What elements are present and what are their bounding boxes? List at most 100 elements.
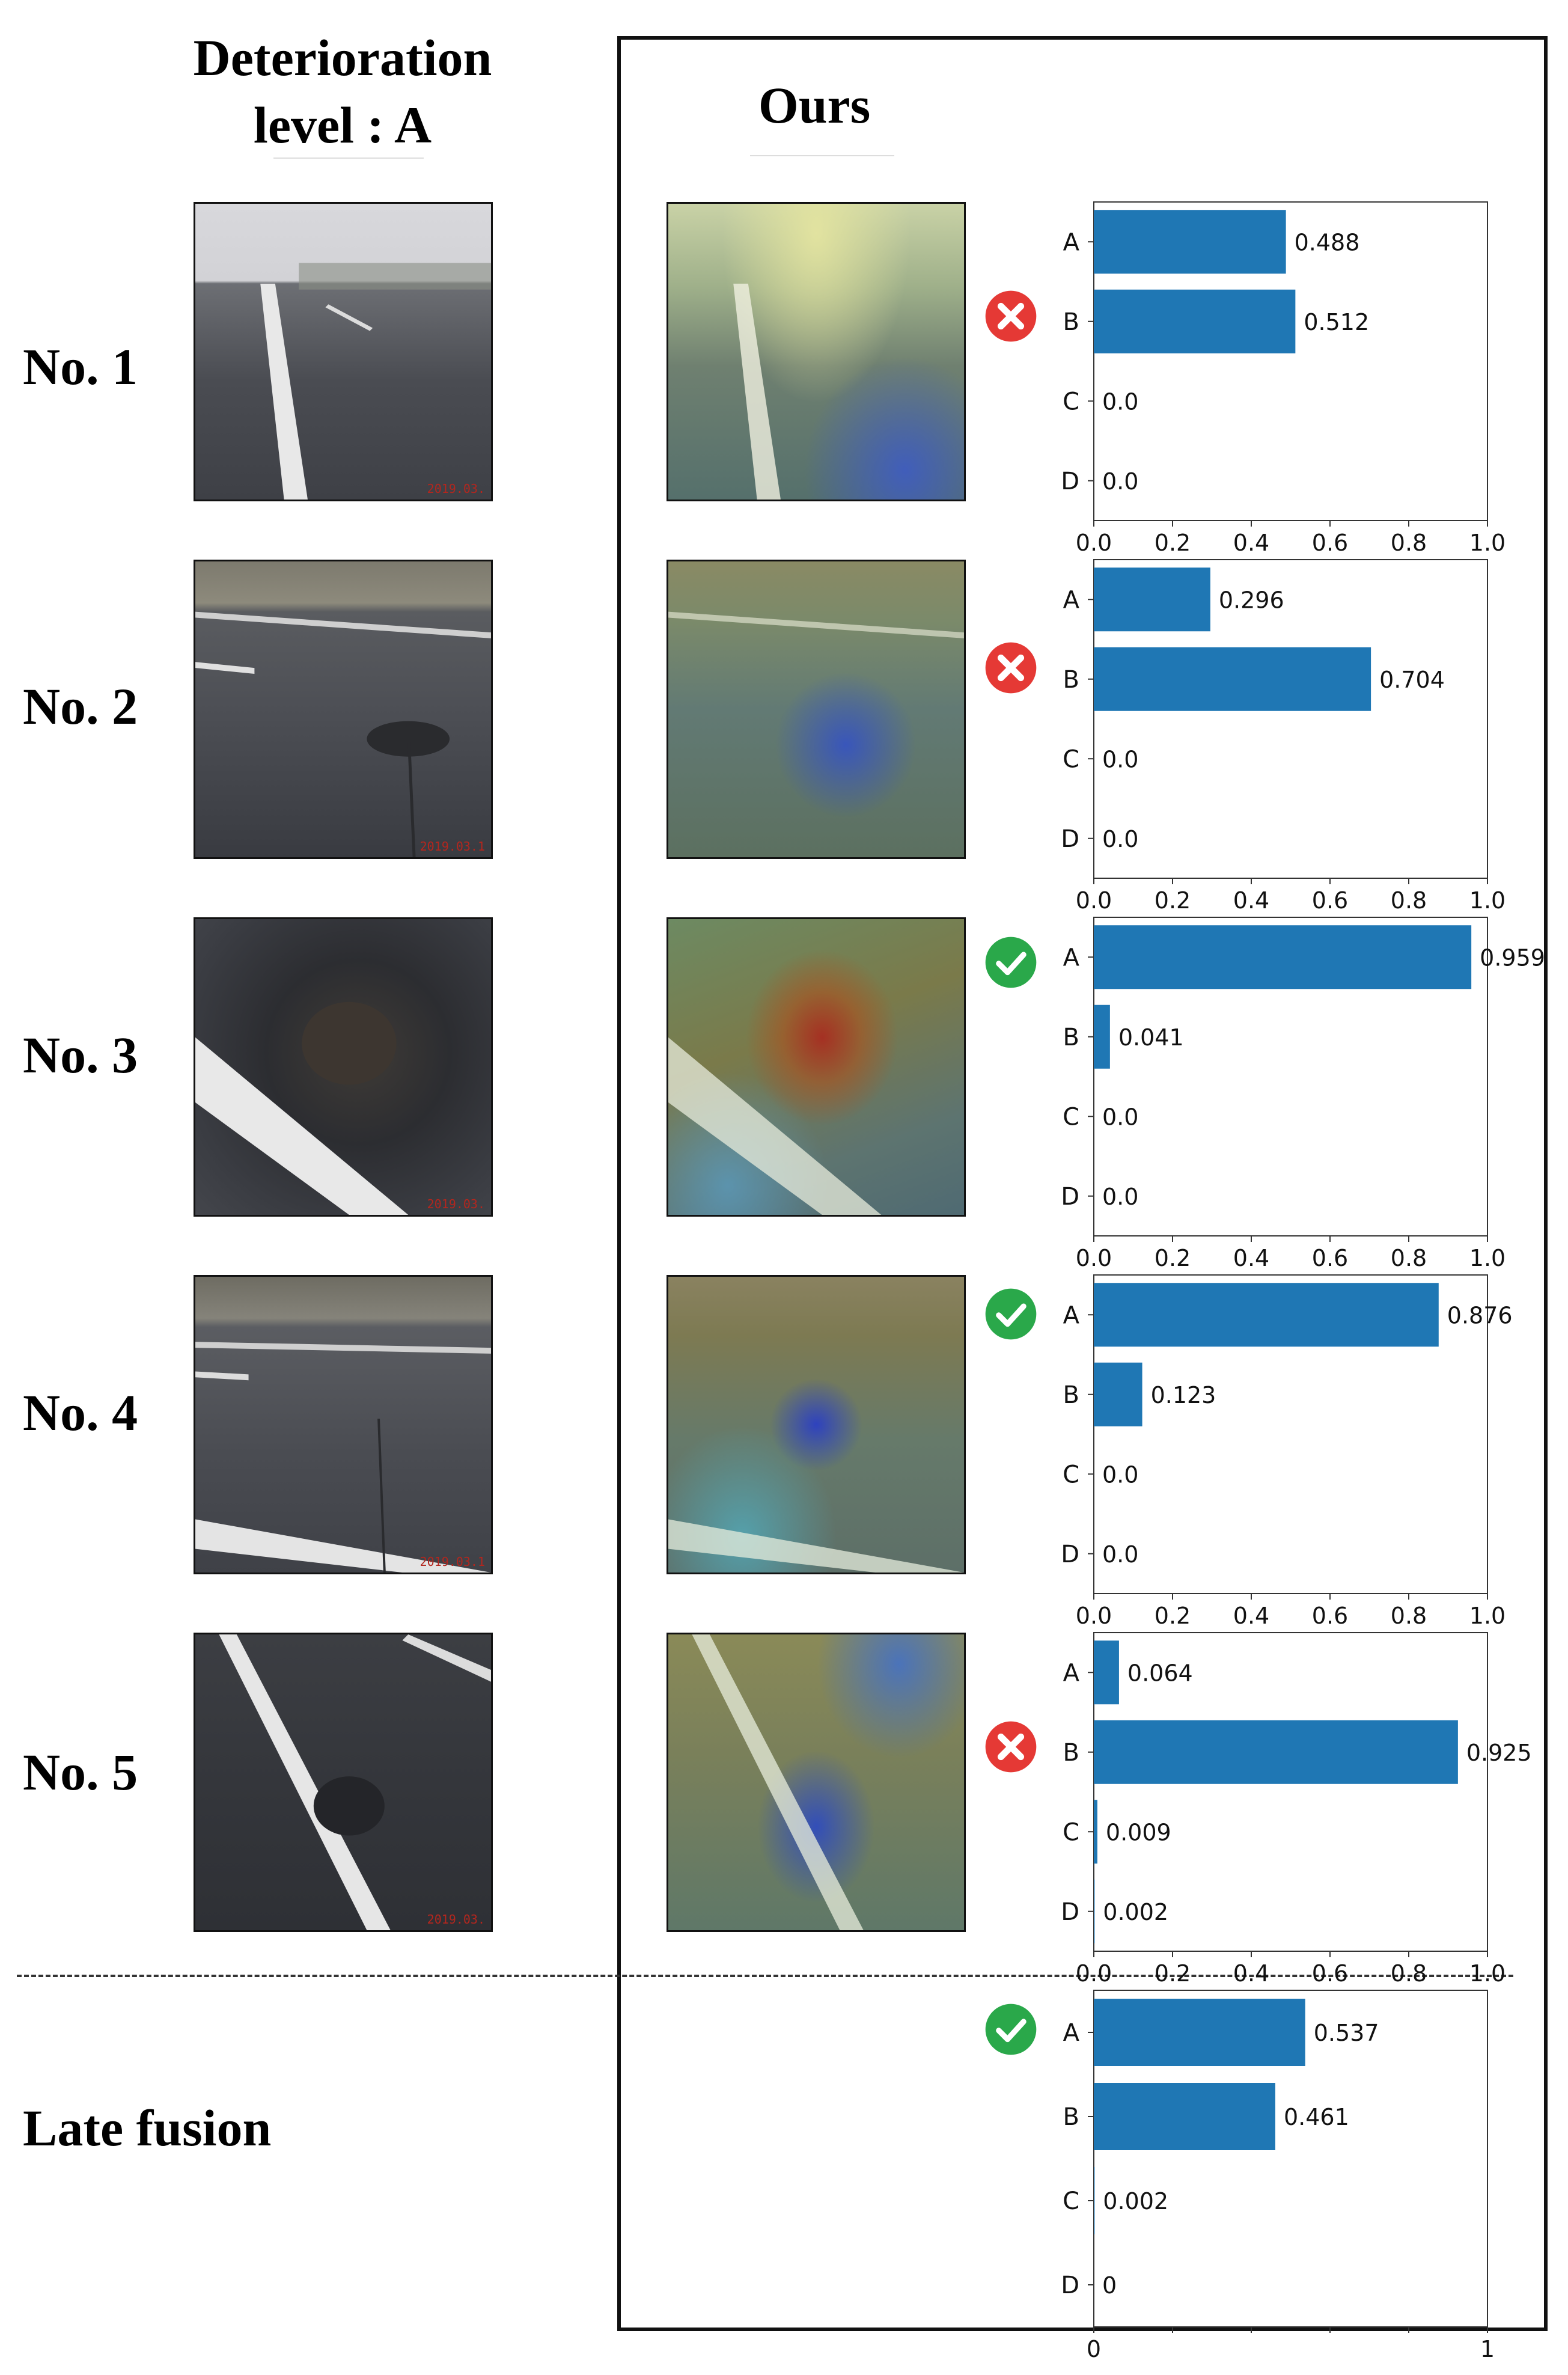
value-label: 0.0 [1102, 1541, 1138, 1568]
category-label: B [1063, 1739, 1079, 1767]
category-label: C [1063, 1818, 1079, 1846]
bar [1094, 1800, 1097, 1864]
late-fusion-label: Late fusion [23, 2099, 272, 2157]
category-label: D [1061, 468, 1079, 495]
x-tick-label: 1 [1480, 2336, 1495, 2362]
x-tick-label: 0.4 [1233, 1245, 1269, 1271]
road-lines-drawing [195, 1342, 491, 1573]
x-tick-label: 0.8 [1391, 1245, 1427, 1271]
attention-map-1 [667, 202, 966, 501]
value-label: 0.959 [1480, 944, 1545, 971]
category-label: C [1063, 745, 1079, 773]
bar [1094, 1720, 1458, 1784]
category-label: B [1063, 1381, 1079, 1409]
category-label: D [1061, 2272, 1079, 2299]
category-label: C [1063, 2187, 1079, 2215]
category-label: B [1063, 2103, 1079, 2131]
value-label: 0.537 [1314, 2020, 1379, 2046]
plot-frame [1093, 1274, 1488, 1594]
value-label: 0.123 [1151, 1382, 1216, 1408]
category-label: A [1063, 228, 1080, 256]
x-tick-label: 0.2 [1155, 887, 1191, 914]
road-photo-3: 2019.03. [194, 917, 493, 1217]
x-tick-label: 0.4 [1233, 1603, 1269, 1629]
bar [1094, 289, 1296, 353]
ours-underline [750, 155, 894, 156]
road-lines-drawing [195, 611, 491, 857]
category-label: B [1063, 666, 1079, 694]
attention-map-5 [667, 1633, 966, 1932]
category-label: D [1061, 825, 1079, 853]
x-tick-label: 0.8 [1391, 530, 1427, 556]
road-photo-1: 2019.03. [194, 202, 493, 501]
value-label: 0.461 [1284, 2104, 1349, 2130]
left-column-header: Deterioration level : A [138, 24, 547, 159]
value-label: 0.876 [1447, 1302, 1513, 1328]
value-label: 0.0 [1102, 746, 1138, 772]
probability-chart-1: 0.0 0.2 0.4 0.6 0.8 1.0 A 0.488 B 0.512 C 0.0 D 0.0 [1061, 201, 1505, 556]
x-tick-label: 0.8 [1391, 1603, 1427, 1629]
road-lines-drawing [195, 1001, 409, 1215]
x-circle-icon [985, 1721, 1037, 1773]
value-label: 0.925 [1466, 1740, 1532, 1766]
attention-map-4 [667, 1275, 966, 1574]
value-label: 0.002 [1103, 1899, 1168, 1925]
x-tick-label: 0.4 [1233, 530, 1269, 556]
x-tick-label: 0.2 [1155, 1603, 1191, 1629]
bar [1094, 1004, 1110, 1069]
probability-chart-2: 0.0 0.2 0.4 0.6 0.8 1.0 A 0.296 B 0.704 C 0.0 D 0.0 [1061, 559, 1505, 914]
road-photo-5: 2019.03. [194, 1633, 493, 1932]
photo-date-stamp: 2019.03. [427, 481, 485, 496]
x-tick-label: 0.6 [1312, 1245, 1348, 1271]
category-label: B [1063, 1024, 1079, 1051]
value-label: 0.064 [1127, 1660, 1193, 1686]
x-tick-label: 1.0 [1469, 1960, 1505, 1987]
bar [1094, 1640, 1119, 1705]
header-line-1: Deterioration [193, 29, 492, 87]
bar [1094, 567, 1210, 632]
value-label: 0.0 [1102, 826, 1138, 852]
value-label: 0.0 [1102, 388, 1138, 415]
plot-frame [1093, 1990, 1488, 2328]
check-circle-icon [985, 1288, 1037, 1340]
x-tick-label: 0.4 [1233, 1960, 1269, 1987]
x-tick-label: 0 [1087, 2336, 1101, 2362]
ours-panel-frame [617, 36, 1548, 2331]
x-tick-label: 0.0 [1076, 887, 1112, 914]
x-circle-icon [985, 290, 1037, 342]
category-label: C [1063, 1103, 1079, 1131]
x-tick-label: 0.2 [1155, 1245, 1191, 1271]
x-tick-label: 0.2 [1155, 1960, 1191, 1987]
category-label: C [1063, 388, 1079, 415]
x-tick-label: 0.6 [1312, 887, 1348, 914]
row-label-2: No. 2 [23, 677, 138, 735]
value-label: 0.009 [1106, 1819, 1171, 1845]
plot-frame [1093, 559, 1488, 879]
bar [1094, 2083, 1275, 2150]
value-label: 0.0 [1102, 1104, 1138, 1130]
value-label: 0.704 [1379, 667, 1445, 693]
category-label: D [1061, 1898, 1079, 1926]
x-tick-label: 0.4 [1233, 887, 1269, 914]
header-underline [273, 157, 424, 159]
x-tick-label: 0.0 [1076, 1960, 1112, 1987]
plot-frame [1093, 1632, 1488, 1952]
check-circle-icon [985, 2004, 1037, 2055]
probability-chart-3: 0.0 0.2 0.4 0.6 0.8 1.0 A 0.959 B 0.041 C 0.0 D 0.0 [1061, 917, 1545, 1271]
category-label: A [1063, 1301, 1080, 1329]
photo-date-stamp: 2019.03. [427, 1197, 485, 1211]
bar [1094, 1283, 1439, 1347]
x-tick-label: 1.0 [1469, 1245, 1505, 1271]
category-label: A [1063, 586, 1080, 614]
section-divider [17, 1975, 1513, 1977]
value-label: 0.002 [1103, 2188, 1168, 2215]
value-label: 0.0 [1102, 1184, 1138, 1210]
row-label-4: No. 4 [23, 1384, 138, 1441]
category-label: A [1063, 1659, 1080, 1687]
probability-chart-4: 0.0 0.2 0.4 0.6 0.8 1.0 A 0.876 B 0.123 C 0.0 D 0.0 [1061, 1274, 1513, 1629]
bar [1094, 210, 1286, 274]
x-tick-label: 0.8 [1391, 1960, 1427, 1987]
row-label-1: No. 1 [23, 338, 138, 396]
category-label: A [1063, 2019, 1080, 2047]
